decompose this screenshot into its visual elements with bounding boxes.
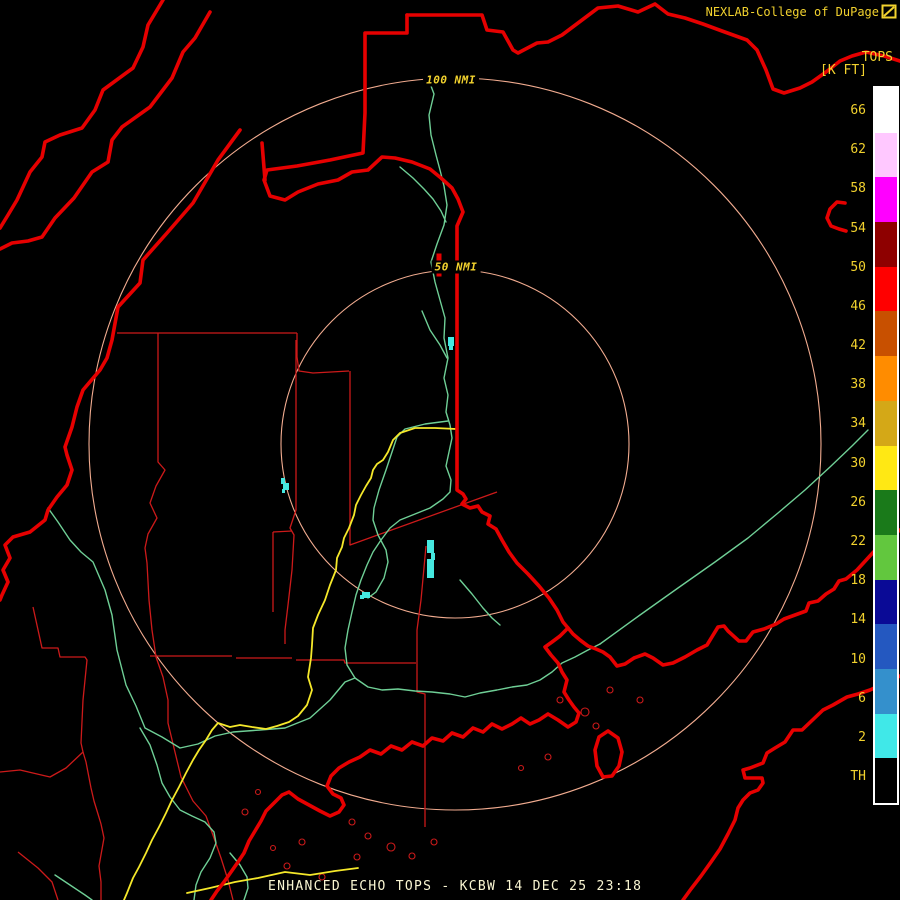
colorbar-segment (875, 311, 897, 357)
range-ring-50nmi (280, 269, 630, 619)
echo-return (283, 483, 289, 490)
colorbar-segment (875, 490, 897, 535)
colorbar-tick-label: 66 (850, 103, 866, 118)
county-boundaries (0, 332, 644, 900)
colorbar-segment (875, 266, 897, 312)
colorbar-segment (875, 132, 897, 178)
echo-return (282, 489, 285, 493)
echo-return (362, 592, 370, 598)
colorbar-tick-label: 22 (850, 533, 866, 549)
echo-return (281, 478, 285, 484)
outer-ring-label: 100 NMI (423, 73, 479, 87)
colorbar-tick-label: 50 (850, 259, 866, 275)
colorbar-segment (875, 88, 897, 133)
echo-return (427, 559, 434, 578)
colorbar-tick-label: 30 (850, 455, 866, 471)
cod-flag-icon (881, 4, 897, 19)
colorbar-segment (875, 668, 897, 714)
colorbar-tick-label: 42 (850, 338, 866, 354)
range-ring-100nmi (88, 77, 822, 811)
colorbar-tick-label: 62 (850, 142, 866, 158)
status-caption: ENHANCED ECHO TOPS - KCBW 14 DEC 25 23:1… (268, 879, 643, 894)
island-outline (593, 729, 624, 779)
echo-returns (281, 337, 454, 599)
colorbar-tick-label: TH (850, 769, 866, 785)
echo-return (360, 595, 364, 599)
colorbar-segment (875, 445, 897, 491)
inner-ring-label: 50 NMI (431, 260, 481, 274)
colorbar-segment (875, 624, 897, 669)
colorbar-segment (875, 758, 897, 803)
colorbar-tick-label: 2 (858, 729, 866, 745)
colorbar-tick-label: 54 (850, 220, 866, 236)
echo-return (448, 337, 454, 346)
brand-title: NEXLAB-College of DuPage (705, 5, 879, 19)
echo-return (427, 540, 434, 553)
colorbar-unit: [K FT] (820, 63, 867, 78)
colorbar-segment (875, 356, 897, 401)
colorbar-tick-label: 26 (850, 494, 866, 510)
colorbar-segment (875, 222, 897, 267)
colorbar-segment (875, 400, 897, 446)
colorbar-tick-label: 34 (850, 416, 866, 432)
colorbar-tick-label: 10 (850, 651, 866, 667)
colorbar-segment (875, 534, 897, 580)
colorbar-tick-label: 6 (858, 690, 866, 706)
highways (123, 427, 457, 900)
echo-return (431, 553, 435, 560)
colorbar (873, 86, 899, 805)
colorbar-tick-label: 38 (850, 377, 866, 393)
colorbar-title: TOPS (861, 50, 893, 65)
colorbar-tick-label: 18 (850, 573, 866, 589)
colorbar-tick-label: 58 (850, 181, 866, 197)
colorbar-segment (875, 713, 897, 759)
colorbar-segment (875, 177, 897, 223)
coastal-islets (241, 686, 644, 881)
echo-return (449, 346, 453, 350)
colorbar-tick-label: 46 (850, 298, 866, 314)
colorbar-segment (875, 579, 897, 625)
colorbar-tick-label: 14 (850, 612, 866, 628)
